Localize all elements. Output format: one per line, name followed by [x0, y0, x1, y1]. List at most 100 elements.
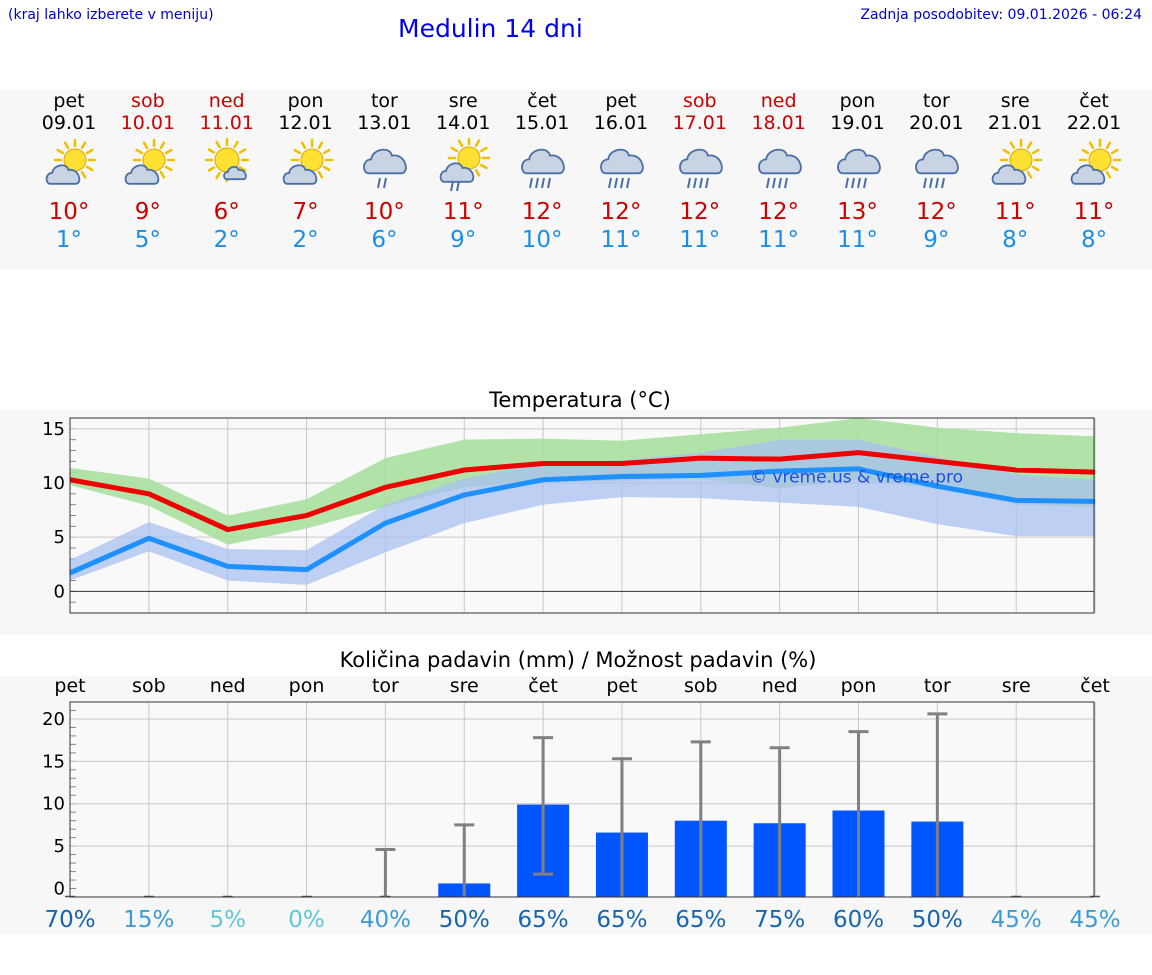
day-name: ned — [760, 90, 797, 112]
temp-max: 12° — [521, 199, 563, 225]
y-tick-label: 5 — [54, 527, 65, 548]
day-date: 21.01 — [987, 112, 1043, 134]
category-label: pon — [841, 675, 877, 697]
category-label: sob — [132, 675, 166, 697]
day-date: 15.01 — [514, 112, 570, 134]
temp-max: 10° — [48, 199, 90, 225]
y-tick-label: 0 — [54, 581, 65, 602]
day-date: 09.01 — [41, 112, 97, 134]
category-label: ned — [762, 675, 798, 697]
region-hint: (kraj lahko izberete v meniju) — [8, 7, 214, 23]
temp-min: 5° — [134, 227, 161, 253]
temp-max: 11° — [1073, 199, 1115, 225]
day-name: pon — [287, 90, 324, 112]
sun-cloud-rain-icon — [433, 136, 493, 198]
temp-min: 1° — [55, 227, 83, 253]
sun-cloud-icon — [118, 138, 178, 198]
precipitation-chance-label: 40% — [360, 907, 411, 933]
day-name: pet — [53, 90, 85, 112]
category-label: tor — [924, 675, 951, 697]
temp-max: 12° — [915, 199, 957, 225]
temp-min: 8° — [1002, 227, 1029, 253]
category-label: sre — [1002, 675, 1031, 697]
precipitation-chance-label: 45% — [991, 907, 1042, 933]
precipitation-chance-label: 45% — [1069, 907, 1120, 933]
category-label: sob — [684, 675, 718, 697]
max-temperature-line — [69, 450, 1096, 533]
day-date: 13.01 — [357, 112, 412, 134]
category-label: čet — [1080, 675, 1110, 697]
temp-max: 12° — [758, 199, 800, 225]
day-date: 11.01 — [199, 112, 254, 134]
day-date: 22.01 — [1066, 112, 1122, 134]
y-tick-label: 15 — [42, 751, 65, 772]
precipitation-chance-label: 75% — [754, 907, 805, 933]
y-tick-label: 5 — [54, 836, 65, 857]
temp-min: 11° — [600, 227, 642, 253]
precipitation-chance-label: 65% — [518, 907, 569, 933]
precipitation-chance-label: 60% — [833, 907, 884, 933]
precipitation-chance-label: 5% — [209, 907, 246, 933]
temp-min: 10° — [521, 227, 563, 253]
temp-min: 2° — [213, 227, 240, 253]
day-name: pon — [839, 90, 876, 112]
day-name: čet — [1079, 90, 1109, 112]
min-temperature-line — [68, 466, 1096, 576]
day-date: 16.01 — [593, 112, 649, 134]
min-range-band — [70, 439, 1096, 585]
precipitation-chance-label: 65% — [675, 907, 726, 933]
day-name: sre — [448, 90, 478, 112]
temp-max: 12° — [600, 199, 642, 225]
precipitation-chance-label: 70% — [44, 907, 95, 933]
day-name: tor — [370, 90, 398, 112]
temp-max: 9° — [134, 199, 161, 225]
plot-frame — [69, 701, 1095, 898]
temp-min: 9° — [923, 227, 950, 253]
category-label: pet — [606, 675, 637, 697]
day-name: sob — [683, 90, 717, 112]
y-tick-label: 10 — [42, 794, 65, 815]
last-update: Zadnja posodobitev: 09.01.2026 - 06:24 — [860, 7, 1142, 23]
watermark: © vreme.us & vreme.pro — [750, 468, 963, 488]
temp-min: 11° — [758, 227, 800, 253]
day-name: sre — [1000, 90, 1030, 112]
day-date: 19.01 — [830, 112, 885, 134]
category-label: čet — [528, 675, 558, 697]
precipitation-chart: pet sob ned pon tor sre čet pet sob ned pon tor sre č… — [42, 675, 1121, 933]
precipitation-chance-label: 65% — [596, 907, 647, 933]
cloud-rain-icon — [828, 138, 888, 198]
temp-min: 9° — [450, 227, 477, 253]
day-date: 20.01 — [909, 112, 964, 134]
y-tick-label: 20 — [42, 709, 65, 730]
precipitation-chance-label: 0% — [288, 907, 325, 933]
temp-min: 6° — [371, 227, 398, 253]
cloud-light-rain-icon — [354, 138, 414, 198]
category-label: pon — [289, 675, 325, 697]
temp-max: 12° — [679, 199, 721, 225]
temp-max: 11° — [442, 199, 484, 225]
temp-min: 11° — [679, 227, 721, 253]
temp-min: 2° — [292, 227, 319, 253]
category-label: sre — [450, 675, 479, 697]
day-name: pet — [605, 90, 637, 112]
temp-max: 6° — [213, 199, 240, 225]
y-tick-label: 15 — [42, 419, 65, 440]
day-name: sob — [131, 90, 165, 112]
day-date: 18.01 — [751, 112, 806, 134]
sun-cloud-icon — [276, 138, 336, 198]
forecast-band — [0, 90, 1152, 269]
day-date: 14.01 — [436, 112, 491, 134]
temp-min: 8° — [1080, 227, 1108, 253]
precipitation-chance-label: 50% — [912, 907, 963, 933]
precipitation-chance-label: 50% — [439, 907, 490, 933]
temp-max: 10° — [364, 199, 405, 225]
temp-max: 7° — [292, 199, 319, 225]
temperature-chart-title: Temperatura (°C) — [489, 388, 671, 412]
category-label: pet — [54, 675, 85, 697]
category-label: ned — [210, 675, 246, 697]
temp-min: 11° — [837, 227, 878, 253]
cloud-rain-icon — [749, 138, 809, 198]
cloud-rain-icon — [670, 138, 730, 198]
cloud-rain-icon — [906, 138, 966, 198]
precipitation-chart-title: Količina padavin (mm) / Možnost padavin … — [339, 648, 817, 672]
